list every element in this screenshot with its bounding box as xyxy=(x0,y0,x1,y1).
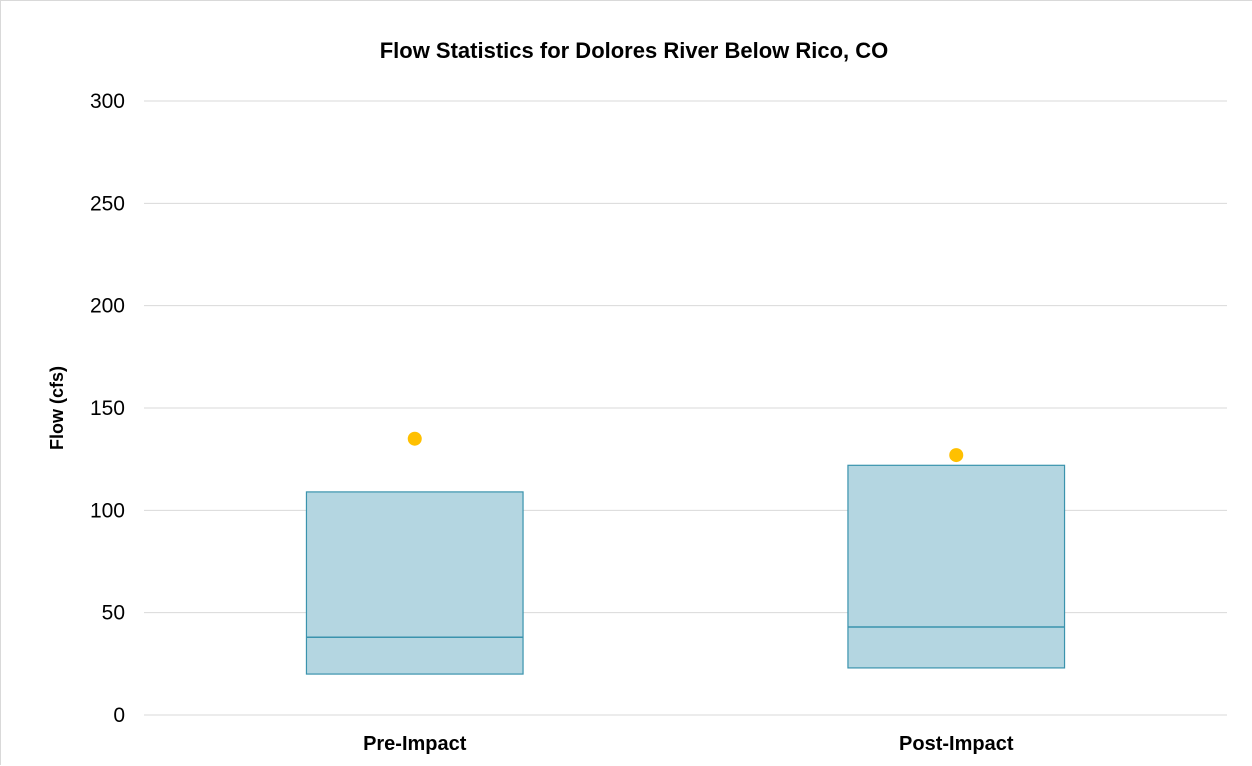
box-iqr xyxy=(305,491,524,675)
category-label: Post-Impact xyxy=(899,733,1014,755)
mean-marker xyxy=(949,448,964,463)
box-iqr xyxy=(847,464,1066,669)
y-tick-label: 0 xyxy=(113,704,125,727)
category-label: Pre-Impact xyxy=(363,733,467,755)
box-1 xyxy=(847,448,1066,669)
y-tick-label: 100 xyxy=(90,499,125,522)
y-axis-ticks: 0 50 100 150 200 250 300 xyxy=(90,90,125,727)
mean-marker xyxy=(407,431,422,446)
box-0 xyxy=(305,431,524,675)
y-tick-label: 50 xyxy=(102,602,125,625)
y-tick-label: 300 xyxy=(90,90,125,113)
y-tick-label: 200 xyxy=(90,295,125,318)
y-tick-label: 250 xyxy=(90,192,125,215)
x-axis-categories: Pre-Impact Post-Impact xyxy=(363,733,1014,755)
chart-title: Flow Statistics for Dolores River Below … xyxy=(380,38,889,63)
y-tick-label: 150 xyxy=(90,397,125,420)
y-axis-label: Flow (cfs) xyxy=(47,366,67,450)
boxes xyxy=(305,431,1066,675)
